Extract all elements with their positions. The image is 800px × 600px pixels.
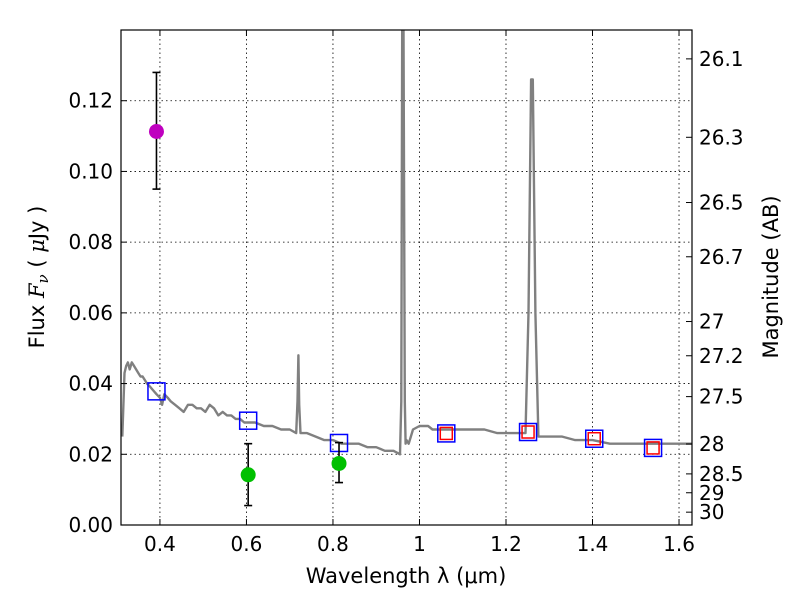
model-photometry-square [147, 382, 166, 401]
y-tick-label: 0.04 [68, 372, 113, 396]
y-label-part-1: Flux [25, 298, 49, 348]
y-tick-label: 0.08 [68, 230, 113, 254]
y-label-part-6: Jy ) [25, 206, 49, 242]
y2-axis-label: Magnitude (AB) [759, 195, 783, 358]
x-tick-label: 0.6 [231, 532, 263, 556]
x-tick-label: 1.2 [490, 532, 522, 556]
y2-tick-label: 26.1 [699, 47, 744, 71]
model-photometry-inner-square [439, 426, 454, 441]
model-photometry-square [238, 411, 258, 430]
model-photometry-inner-square [646, 441, 660, 455]
axes: 0.4 0.6 0.8 1 1.2 1.4 1.6 0.00 0.02 0.04 0.06 0.08 0… [68, 30, 744, 556]
model-photometry-square [437, 424, 456, 443]
x-tick-label: 0.4 [144, 532, 176, 556]
y-label-part-3: ν [34, 274, 52, 283]
observed-flux-point [148, 123, 164, 139]
spectrum-line [121, 30, 692, 456]
y2-tick-label: 27 [699, 310, 724, 334]
model-photometry-square [643, 438, 663, 458]
y-label-part-5: μ [25, 239, 49, 253]
y2-tick-label: 27.2 [699, 344, 744, 368]
y2-tick-label: 28 [699, 432, 724, 456]
x-axis-label: Wavelength λ (μm) [306, 564, 507, 588]
y2-tick-label: 29 [699, 481, 724, 505]
model-photometry-square [584, 429, 604, 448]
observed-flux-point [240, 467, 256, 483]
y-tick-label: 0.06 [68, 301, 113, 325]
y2-tick-label: 27.5 [699, 385, 744, 409]
y-tick-label: 0.12 [68, 89, 113, 113]
y2-tick-label: 26.7 [699, 245, 744, 269]
plot-frame [120, 29, 693, 526]
y-label-part-2: F [25, 282, 49, 299]
y-label-part-4: ( [25, 253, 49, 275]
x-tick-label: 1 [413, 532, 426, 556]
observed-flux-point [331, 455, 347, 471]
y-tick-label: 0.10 [68, 159, 113, 183]
x-tick-label: 1.4 [577, 532, 609, 556]
grid [121, 30, 692, 526]
marker-layer [147, 71, 663, 507]
y-axis-label: Flux Fν ( μJy ) [25, 206, 52, 349]
x-tick-label: 0.8 [317, 532, 349, 556]
model-photometry-inner-square [521, 425, 535, 439]
y-tick-label: 0.00 [68, 513, 113, 537]
y2-tick-label: 28.5 [699, 462, 744, 486]
y2-tick-label: 26.5 [699, 191, 744, 215]
series-layer [121, 30, 692, 456]
y2-tick-label: 30 [699, 500, 724, 524]
y2-tick-label: 26.3 [699, 125, 744, 149]
x-tick-label: 1.6 [663, 532, 695, 556]
model-photometry-inner-square [587, 431, 601, 446]
y-tick-label: 0.02 [68, 442, 113, 466]
model-photometry-square [518, 422, 538, 442]
